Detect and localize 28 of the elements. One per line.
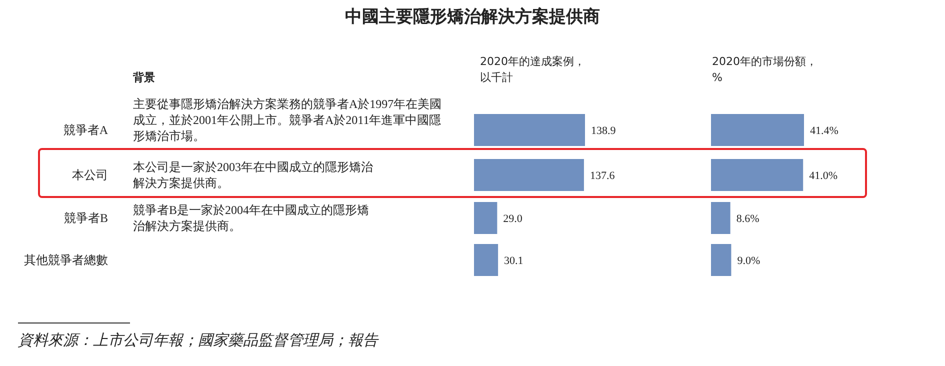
text: 背景 <box>133 70 155 86</box>
x-axis-title: 2020年的達成案例，以千計 <box>480 54 586 86</box>
bar <box>711 202 730 234</box>
data-label: 41.4% <box>810 125 838 137</box>
text: 本公司是一家於2003年在中國成立的隱形矯治解決方案提供商。 <box>133 159 373 191</box>
y-tick-label: 本公司 <box>71 167 108 183</box>
y-tick-label: 競爭者A <box>62 122 108 138</box>
text: 中國主要隱形矯治解決方案提供商 <box>344 6 601 28</box>
data-label: 8.6% <box>736 213 760 225</box>
bar <box>474 202 498 234</box>
source-note: 資料來源：上市公司年報；國家藥品監督管理局；報告 <box>18 331 378 351</box>
data-label: 137.6 <box>590 170 616 182</box>
data-label: 138.9 <box>591 125 616 137</box>
data-label: 9.0% <box>737 255 760 267</box>
x-axis-title: 2020年的市場份額，% <box>712 54 818 86</box>
bar <box>474 244 498 276</box>
bar <box>711 244 732 276</box>
data-label: 41.0% <box>809 170 838 182</box>
bar <box>711 114 804 146</box>
y-tick-label: 其他競爭者總數 <box>23 252 108 268</box>
y-tick-label: 競爭者B <box>62 210 108 226</box>
text: 主要從事隱形矯治解決方案業務的競爭者A於1997年在美國成立，並於2001年公開上市。競爭者A於2011年進軍中國隱形矯治市場。 <box>133 96 443 144</box>
bar <box>474 159 584 191</box>
data-label: 30.1 <box>504 255 524 267</box>
bar <box>474 114 585 146</box>
data-label: 29.0 <box>503 213 523 225</box>
bar <box>711 159 804 191</box>
text: 競爭者B是一家於2004年在中國成立的隱形矯治解決方案提供商。 <box>133 202 370 234</box>
